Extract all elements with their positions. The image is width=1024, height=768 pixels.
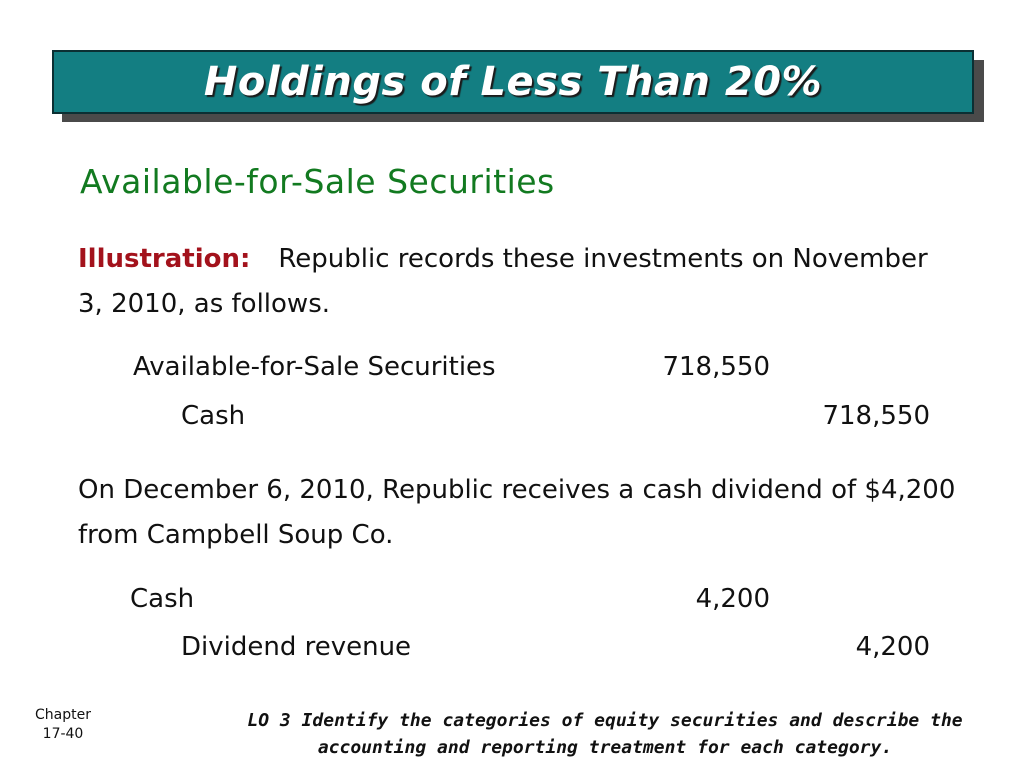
footer-chapter: Chapter 17-40 xyxy=(20,706,106,744)
slide-title: Holdings of Less Than 20% xyxy=(203,59,823,105)
chapter-number: 17-40 xyxy=(42,726,84,742)
entry2-credit-amount: 4,200 xyxy=(855,632,930,662)
dividend-paragraph: On December 6, 2010, Republic receives a… xyxy=(78,475,956,550)
title-banner: Holdings of Less Than 20% xyxy=(52,50,974,114)
illustration-text: Republic records these investments on No… xyxy=(78,244,928,319)
entry1-credit-amount: 718,550 xyxy=(822,401,930,431)
illustration-paragraph: Illustration: Republic records these inve… xyxy=(78,237,958,327)
entry1-debit-amount: 718,550 xyxy=(662,352,770,382)
entry1-credit-account: Cash xyxy=(181,401,246,431)
learning-objective: LO 3 Identify the categories of equity s… xyxy=(247,710,963,758)
illustration-label: Illustration: xyxy=(78,244,251,274)
entry2-credit-account: Dividend revenue xyxy=(181,632,412,662)
entry1-debit-account: Available-for-Sale Securities xyxy=(133,352,496,382)
slide-subtitle: Available-for-Sale Securities xyxy=(80,162,555,201)
entry2-debit-amount: 4,200 xyxy=(695,584,770,614)
entry2-debit-account: Cash xyxy=(130,584,195,614)
chapter-label: Chapter xyxy=(35,707,91,723)
